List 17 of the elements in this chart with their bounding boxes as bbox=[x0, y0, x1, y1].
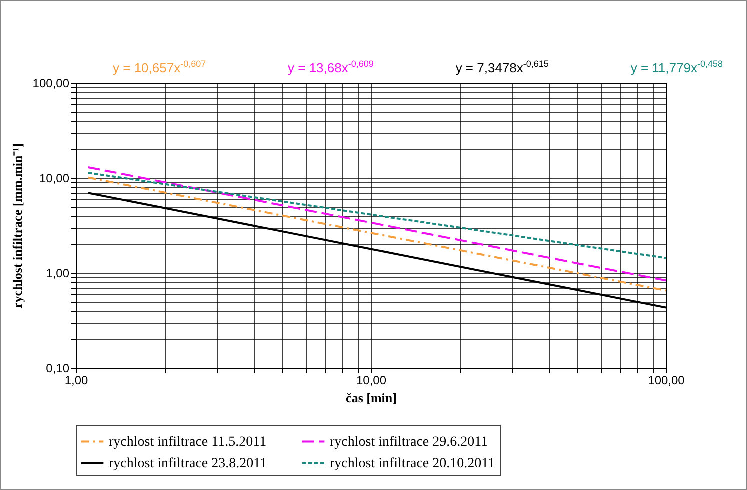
x-tick-label: 10,00 bbox=[356, 374, 387, 388]
text: y = 13,68x$^{-0,609}$ bbox=[288, 59, 374, 76]
text: y = 11,779x$^{-0,458}$ bbox=[630, 59, 723, 76]
y-axis-title: rychlost infiltrace [mm.min⁻¹] bbox=[10, 144, 25, 308]
y-tick-label: 1,00 bbox=[46, 266, 70, 280]
y-tick-label: 10,00 bbox=[39, 172, 70, 186]
x-axis-title: čas [min] bbox=[346, 390, 397, 406]
x-tick-label: 1,00 bbox=[64, 374, 88, 388]
y-tick-label: 0,10 bbox=[46, 362, 70, 376]
legend-label: rychlost infiltrace 23.8.2011 bbox=[109, 456, 268, 472]
y-tick-label: 100,00 bbox=[32, 76, 70, 90]
legend-label: rychlost infiltrace 29.6.2011 bbox=[330, 434, 488, 450]
legend-label: rychlost infiltrace 11.5.2011 bbox=[109, 434, 267, 450]
text: y = 7,3478x$^{-0,615}$ bbox=[456, 59, 549, 76]
x-tick-label: 100,00 bbox=[648, 374, 686, 388]
text: y = 10,657x$^{-0,607}$ bbox=[113, 59, 206, 76]
legend-label: rychlost infiltrace 20.10.2011 bbox=[330, 456, 496, 472]
